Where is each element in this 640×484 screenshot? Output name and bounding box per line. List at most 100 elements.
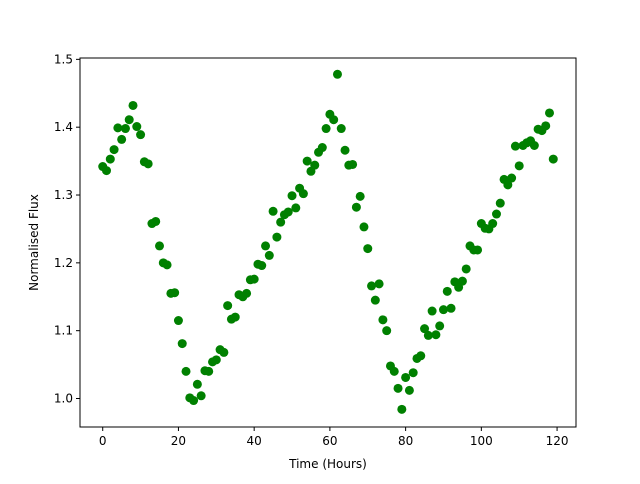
x-tick-label: 100 xyxy=(470,434,493,448)
data-point xyxy=(382,326,392,336)
data-point xyxy=(389,366,399,376)
data-point xyxy=(109,145,119,155)
data-point xyxy=(438,305,448,315)
data-point xyxy=(204,366,214,376)
data-point xyxy=(461,264,471,274)
data-point xyxy=(272,232,282,242)
data-point xyxy=(192,379,202,389)
data-point xyxy=(155,241,165,251)
data-point xyxy=(348,159,358,169)
data-point xyxy=(173,316,183,326)
data-point xyxy=(329,115,339,125)
data-point xyxy=(181,366,191,376)
data-point xyxy=(196,391,206,401)
data-point xyxy=(283,207,293,217)
data-point xyxy=(170,288,180,298)
data-point xyxy=(143,159,153,169)
data-point xyxy=(276,217,286,227)
data-point xyxy=(287,191,297,201)
data-point xyxy=(102,166,111,176)
data-point xyxy=(420,324,430,334)
y-axis-ticks: 1.0 1.1 1.2 1.3 1.4 1.5 xyxy=(54,52,80,406)
y-tick-label: 1.1 xyxy=(54,324,73,338)
y-tick-label: 1.3 xyxy=(54,188,73,202)
data-point xyxy=(291,203,301,213)
data-point xyxy=(488,219,498,229)
x-tick-label: 80 xyxy=(398,434,413,448)
data-point xyxy=(151,216,161,226)
data-point xyxy=(514,161,524,171)
data-point xyxy=(120,124,130,134)
x-tick-label: 20 xyxy=(171,434,186,448)
data-point xyxy=(211,355,221,365)
y-tick-label: 1.0 xyxy=(54,392,73,406)
data-point xyxy=(507,173,517,183)
data-point xyxy=(310,160,320,170)
data-point xyxy=(321,124,331,134)
data-point xyxy=(136,130,146,140)
data-point xyxy=(257,261,267,271)
x-tick-label: 60 xyxy=(322,434,337,448)
data-point xyxy=(491,209,501,219)
data-point xyxy=(393,383,403,393)
data-point xyxy=(541,121,551,131)
data-point xyxy=(249,274,259,284)
data-point xyxy=(457,276,467,286)
data-point xyxy=(264,250,274,260)
data-point xyxy=(177,339,187,349)
data-point xyxy=(416,351,426,361)
y-tick-label: 1.2 xyxy=(54,256,73,270)
data-point xyxy=(268,206,278,216)
data-point xyxy=(223,301,233,311)
data-point xyxy=(351,202,361,212)
data-point xyxy=(317,143,327,153)
y-tick-label: 1.4 xyxy=(54,120,73,134)
data-point xyxy=(117,134,127,144)
data-point xyxy=(397,404,407,414)
data-point xyxy=(378,315,388,325)
plot-frame xyxy=(79,57,577,428)
data-point xyxy=(132,122,142,132)
data-point xyxy=(370,295,380,305)
data-point xyxy=(435,321,445,331)
data-points xyxy=(98,69,558,414)
y-tick-label: 1.5 xyxy=(54,52,73,66)
data-point xyxy=(242,288,252,298)
data-point xyxy=(548,154,558,164)
data-point xyxy=(340,145,350,155)
data-point xyxy=(189,396,199,406)
data-point xyxy=(442,286,452,296)
data-point xyxy=(473,245,483,255)
data-point xyxy=(401,372,411,382)
data-point xyxy=(423,330,433,340)
x-tick-label: 0 xyxy=(99,434,107,448)
data-point xyxy=(359,222,369,232)
data-point xyxy=(427,306,437,316)
data-point xyxy=(302,156,312,166)
data-point xyxy=(408,368,418,378)
data-point xyxy=(363,244,373,254)
data-point xyxy=(503,180,513,190)
data-point xyxy=(374,279,384,289)
x-tick-label: 120 xyxy=(546,434,569,448)
data-point xyxy=(230,312,240,322)
data-point xyxy=(336,124,346,134)
data-point xyxy=(105,154,115,164)
data-point xyxy=(404,385,414,395)
data-point xyxy=(261,241,271,251)
data-point xyxy=(510,141,520,151)
data-point xyxy=(367,281,377,291)
data-point xyxy=(298,189,308,199)
data-point xyxy=(431,330,441,340)
data-point xyxy=(332,69,342,79)
data-point xyxy=(355,191,365,201)
x-axis-label: Time (Hours) xyxy=(288,457,367,471)
data-point xyxy=(545,108,554,118)
y-axis-label: Normalised Flux xyxy=(27,194,41,291)
data-point xyxy=(128,100,138,110)
data-point xyxy=(446,303,456,313)
data-point xyxy=(113,123,123,133)
data-point xyxy=(529,141,539,150)
